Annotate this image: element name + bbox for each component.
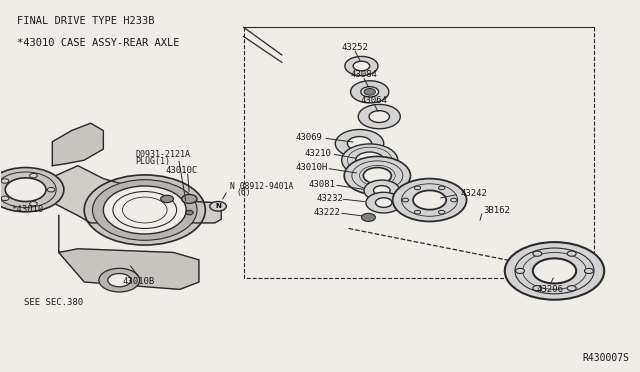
Text: 43252: 43252 [341, 43, 368, 52]
Text: 43010H: 43010H [296, 163, 328, 172]
Circle shape [351, 81, 389, 103]
Text: R430007S: R430007S [582, 353, 629, 363]
Circle shape [533, 286, 541, 291]
Circle shape [84, 175, 205, 245]
Circle shape [348, 137, 372, 151]
Circle shape [402, 198, 408, 202]
Text: 43081: 43081 [308, 180, 335, 189]
Circle shape [0, 167, 64, 212]
Text: PLUG(1): PLUG(1) [135, 157, 170, 166]
Polygon shape [49, 166, 221, 223]
Text: 43084: 43084 [351, 70, 378, 79]
Circle shape [210, 202, 227, 211]
Circle shape [358, 105, 400, 129]
Circle shape [361, 87, 379, 97]
Circle shape [356, 152, 384, 168]
Circle shape [29, 202, 37, 206]
Text: 43222: 43222 [314, 208, 340, 217]
Circle shape [362, 213, 376, 221]
Circle shape [516, 268, 525, 273]
Circle shape [364, 89, 376, 95]
Circle shape [186, 211, 193, 215]
Polygon shape [52, 123, 103, 166]
Circle shape [414, 186, 420, 190]
Circle shape [533, 259, 576, 283]
Circle shape [29, 173, 37, 178]
Text: 43210: 43210 [305, 149, 332, 158]
Circle shape [438, 186, 445, 190]
Circle shape [5, 178, 46, 202]
Circle shape [353, 61, 370, 71]
Circle shape [1, 179, 9, 183]
Text: 43206: 43206 [537, 285, 564, 294]
Polygon shape [59, 215, 199, 289]
Text: 43232: 43232 [316, 194, 343, 203]
Circle shape [344, 157, 410, 195]
Circle shape [364, 180, 399, 201]
Circle shape [335, 129, 384, 158]
Circle shape [369, 111, 390, 122]
Circle shape [567, 286, 576, 291]
Circle shape [374, 186, 390, 195]
Circle shape [414, 210, 420, 214]
Circle shape [364, 167, 392, 184]
Text: *43010 CASE ASSY-REAR AXLE: *43010 CASE ASSY-REAR AXLE [17, 38, 180, 48]
Text: *43010: *43010 [11, 205, 43, 215]
Circle shape [345, 57, 378, 76]
Circle shape [182, 195, 197, 203]
Circle shape [393, 179, 467, 221]
Circle shape [108, 273, 131, 287]
Text: (6): (6) [236, 188, 250, 197]
Text: SEE SEC.380: SEE SEC.380 [24, 298, 83, 307]
Circle shape [93, 180, 197, 240]
Circle shape [584, 268, 593, 273]
Circle shape [161, 195, 173, 203]
Circle shape [342, 144, 397, 176]
Text: 3B162: 3B162 [484, 206, 511, 215]
Circle shape [366, 192, 401, 213]
Text: 43010B: 43010B [122, 278, 155, 286]
Text: N 08912-9401A: N 08912-9401A [230, 182, 293, 191]
Circle shape [99, 268, 140, 292]
Circle shape [376, 198, 392, 208]
Circle shape [567, 251, 576, 256]
Circle shape [505, 242, 604, 300]
Text: 43064: 43064 [361, 96, 388, 105]
Circle shape [1, 196, 9, 201]
Text: 43242: 43242 [460, 189, 487, 198]
Text: FINAL DRIVE TYPE H233B: FINAL DRIVE TYPE H233B [17, 16, 155, 26]
Circle shape [451, 198, 457, 202]
Circle shape [438, 210, 445, 214]
Circle shape [533, 251, 541, 256]
Circle shape [47, 187, 55, 192]
Text: D0931-2121A: D0931-2121A [135, 150, 190, 159]
Circle shape [103, 186, 186, 234]
Circle shape [413, 190, 446, 210]
Text: 43069: 43069 [296, 133, 323, 142]
Text: N: N [215, 203, 221, 209]
Text: 43010C: 43010C [166, 166, 198, 175]
